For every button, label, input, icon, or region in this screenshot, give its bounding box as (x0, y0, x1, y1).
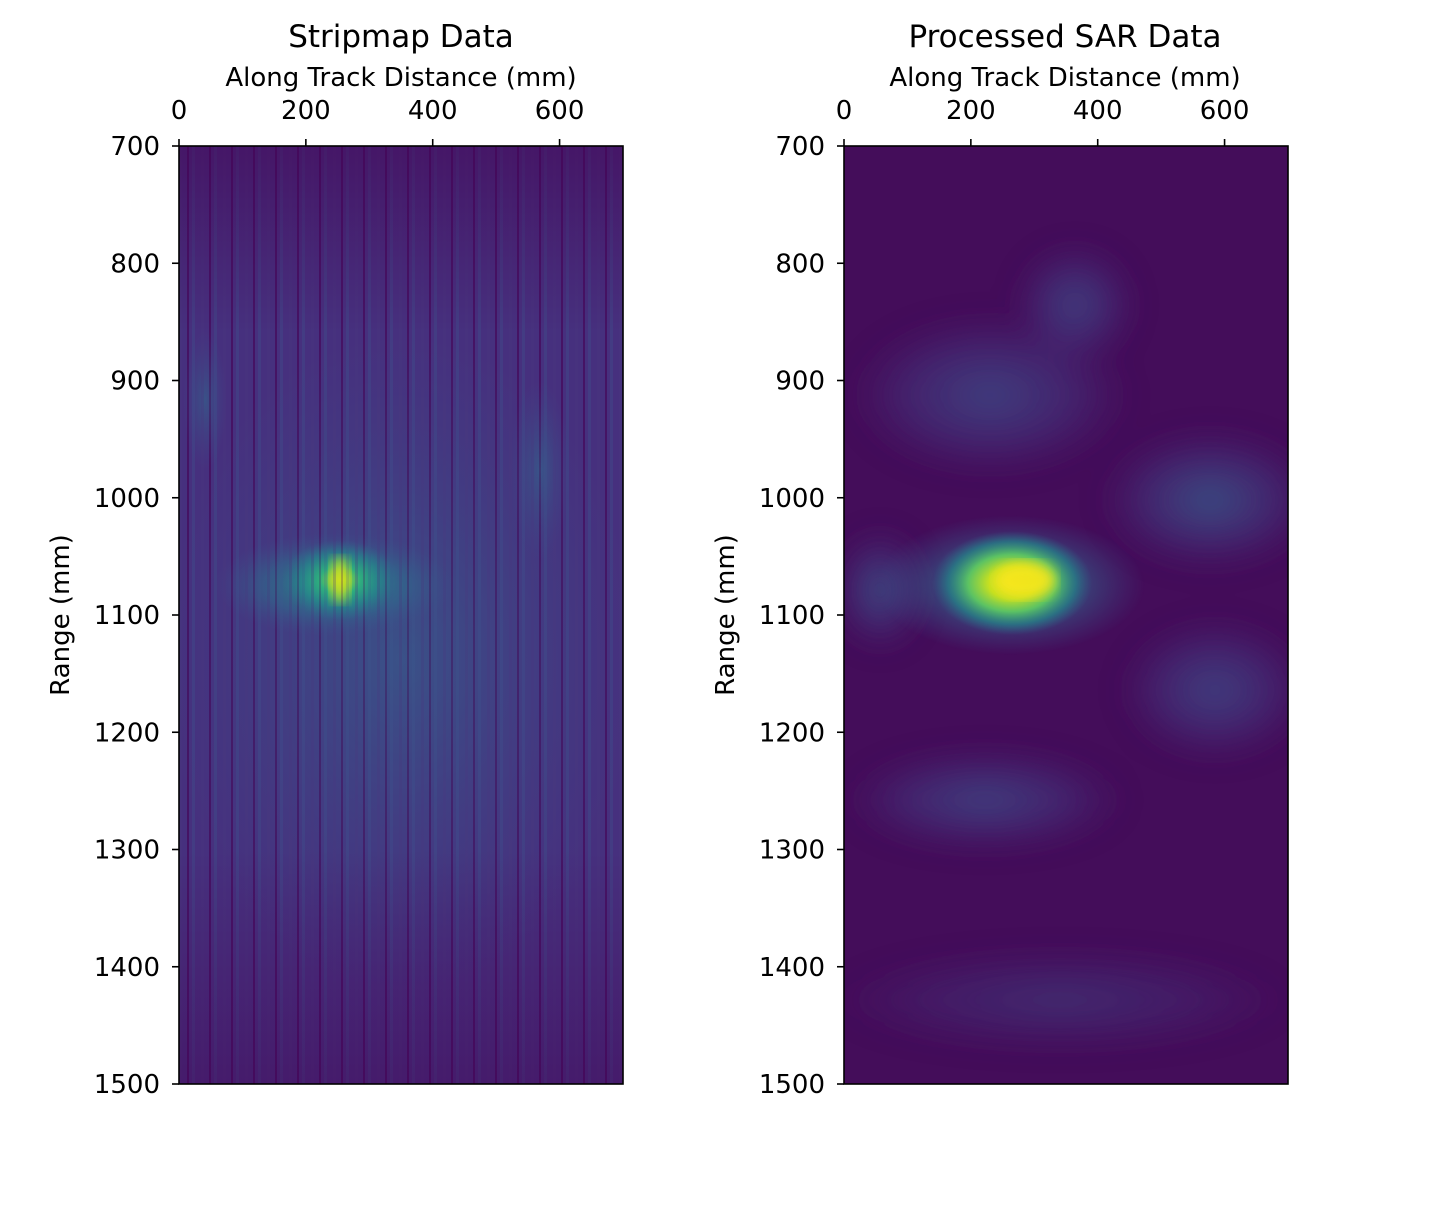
processed-target-core (995, 562, 1055, 598)
stripmap-y-tick-label: 900 (110, 367, 160, 397)
processed-x-tick-label: 600 (1200, 96, 1250, 126)
stripmap-y-tick-label: 1000 (94, 484, 160, 514)
processed-panel: Processed SAR Data Along Track Distance … (711, 19, 1289, 1100)
processed-x-tick-label: 400 (1073, 96, 1123, 126)
processed-y-tick-label: 800 (775, 249, 825, 279)
stripmap-y-ticks: 700 800 900 1000 1100 1200 1300 1400 1500 (94, 132, 179, 1100)
stripmap-x-tick-label: 600 (535, 96, 585, 126)
stripmap-y-axis-label: Range (mm) (46, 534, 76, 696)
processed-y-tick-label: 700 (775, 132, 825, 162)
stripmap-heatmap (179, 146, 623, 1084)
processed-y-tick-label: 900 (775, 367, 825, 397)
stripmap-x-tick-label: 200 (281, 96, 331, 126)
stripmap-y-tick-label: 1300 (94, 836, 160, 866)
processed-y-ticks: 700 800 900 1000 1100 1200 1300 1400 1500 (759, 132, 844, 1100)
stripmap-y-tick-label: 1500 (94, 1070, 160, 1100)
stripmap-x-ticks: 0 200 400 600 (171, 96, 585, 146)
processed-y-tick-label: 1300 (759, 836, 825, 866)
stripmap-y-tick-label: 800 (110, 249, 160, 279)
processed-x-axis-label: Along Track Distance (mm) (889, 63, 1240, 93)
processed-title: Processed SAR Data (908, 19, 1221, 55)
processed-lower-right-lobe (1120, 620, 1288, 760)
stripmap-x-tick-label: 400 (408, 96, 458, 126)
processed-right-lobe (1100, 430, 1288, 570)
stripmap-x-tick-label: 0 (171, 96, 188, 126)
processed-bottom-band (844, 950, 1288, 1050)
stripmap-title: Stripmap Data (288, 19, 514, 55)
stripmap-x-axis-label: Along Track Distance (mm) (225, 63, 576, 93)
processed-x-tick-label: 0 (836, 96, 853, 126)
stripmap-y-tick-label: 1200 (94, 718, 160, 748)
stripmap-panel: Stripmap Data Along Track Distance (mm) … (46, 19, 624, 1100)
stripmap-y-tick-label: 1100 (94, 601, 160, 631)
stripmap-y-tick-label: 1400 (94, 953, 160, 983)
processed-y-tick-label: 1500 (759, 1070, 825, 1100)
processed-lower-left-lobe (845, 750, 1125, 850)
processed-x-tick-label: 200 (946, 96, 996, 126)
processed-y-axis-label: Range (mm) (711, 534, 741, 696)
processed-heatmap (844, 146, 1288, 1084)
stripmap-edge-fade (179, 146, 623, 1084)
stripmap-y-tick-label: 700 (110, 132, 160, 162)
processed-x-ticks: 0 200 400 600 (836, 96, 1250, 146)
processed-y-tick-label: 1200 (759, 718, 825, 748)
processed-y-tick-label: 1000 (759, 484, 825, 514)
processed-upper-right-lobe (1015, 245, 1135, 365)
processed-y-tick-label: 1400 (759, 953, 825, 983)
processed-y-tick-label: 1100 (759, 601, 825, 631)
